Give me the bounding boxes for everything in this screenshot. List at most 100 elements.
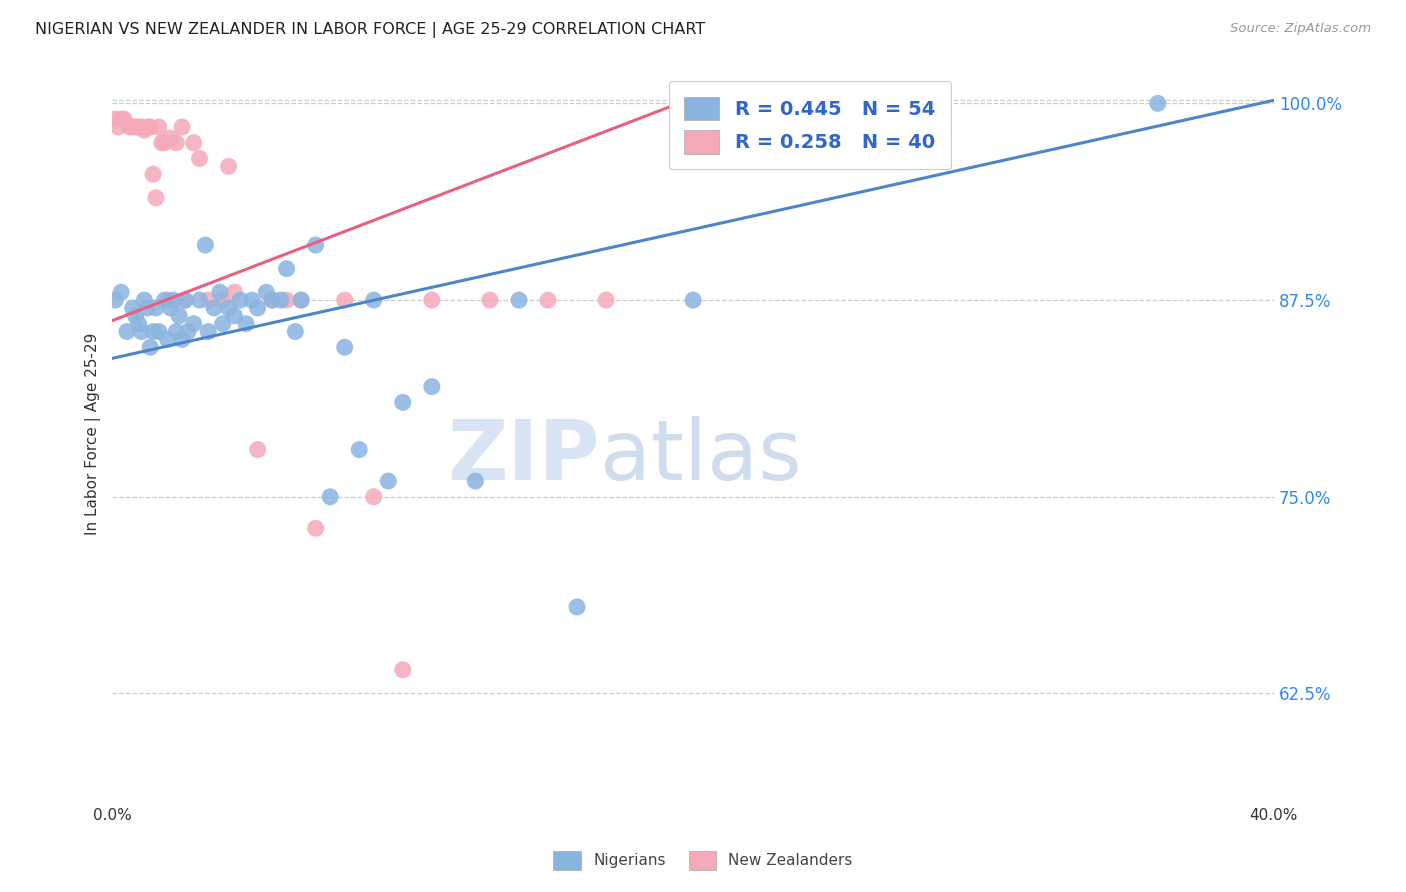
Point bbox=[183, 317, 205, 331]
Point bbox=[246, 301, 269, 315]
Point bbox=[139, 120, 162, 134]
Point bbox=[349, 442, 371, 457]
Point bbox=[159, 301, 181, 315]
Y-axis label: In Labor Force | Age 25-29: In Labor Force | Age 25-29 bbox=[86, 333, 101, 535]
Point bbox=[319, 490, 342, 504]
Point bbox=[262, 293, 284, 307]
Point bbox=[104, 112, 127, 127]
Point bbox=[110, 285, 132, 300]
Point bbox=[156, 333, 179, 347]
Point bbox=[174, 293, 197, 307]
Point bbox=[150, 136, 173, 150]
Point bbox=[134, 293, 156, 307]
Point bbox=[333, 340, 356, 354]
Point bbox=[107, 120, 129, 134]
Point bbox=[211, 317, 233, 331]
Point bbox=[128, 120, 150, 134]
Point bbox=[391, 395, 413, 409]
Point bbox=[131, 325, 153, 339]
Point bbox=[121, 301, 143, 315]
Point bbox=[197, 325, 219, 339]
Point bbox=[115, 325, 138, 339]
Point bbox=[174, 293, 197, 307]
Point bbox=[139, 340, 162, 354]
Point bbox=[537, 293, 560, 307]
Point bbox=[363, 490, 385, 504]
Point bbox=[162, 293, 184, 307]
Text: Source: ZipAtlas.com: Source: ZipAtlas.com bbox=[1230, 22, 1371, 36]
Point bbox=[136, 301, 159, 315]
Point bbox=[124, 309, 146, 323]
Point bbox=[167, 309, 190, 323]
Point bbox=[284, 325, 307, 339]
Point bbox=[104, 293, 127, 307]
Point bbox=[377, 474, 399, 488]
Point bbox=[142, 167, 165, 181]
Point bbox=[148, 325, 170, 339]
Point bbox=[363, 293, 385, 307]
Point bbox=[420, 293, 443, 307]
Point bbox=[246, 442, 269, 457]
Point bbox=[188, 152, 211, 166]
Point bbox=[391, 663, 413, 677]
Point bbox=[131, 120, 153, 134]
Point bbox=[224, 309, 246, 323]
Legend: Nigerians, New Zealanders: Nigerians, New Zealanders bbox=[546, 843, 860, 877]
Text: atlas: atlas bbox=[600, 416, 801, 497]
Point bbox=[110, 112, 132, 127]
Point bbox=[197, 293, 219, 307]
Point bbox=[112, 112, 135, 127]
Text: ZIP: ZIP bbox=[447, 416, 600, 497]
Legend: R = 0.445   N = 54, R = 0.258   N = 40: R = 0.445 N = 54, R = 0.258 N = 40 bbox=[669, 81, 950, 169]
Point bbox=[134, 123, 156, 137]
Point bbox=[177, 325, 200, 339]
Point bbox=[194, 238, 217, 252]
Point bbox=[508, 293, 530, 307]
Point bbox=[240, 293, 263, 307]
Point bbox=[183, 136, 205, 150]
Point bbox=[118, 120, 141, 134]
Point bbox=[128, 317, 150, 331]
Point bbox=[172, 333, 194, 347]
Point bbox=[270, 293, 292, 307]
Point bbox=[165, 136, 187, 150]
Point bbox=[290, 293, 312, 307]
Point bbox=[1146, 96, 1168, 111]
Point bbox=[124, 120, 146, 134]
Point bbox=[172, 120, 194, 134]
Point bbox=[148, 120, 170, 134]
Point bbox=[565, 599, 588, 614]
Point bbox=[595, 293, 617, 307]
Point bbox=[235, 317, 257, 331]
Point bbox=[136, 120, 159, 134]
Point bbox=[262, 293, 284, 307]
Point bbox=[145, 191, 167, 205]
Point bbox=[165, 325, 187, 339]
Point bbox=[142, 325, 165, 339]
Point bbox=[202, 301, 225, 315]
Point bbox=[153, 293, 176, 307]
Point bbox=[464, 474, 486, 488]
Point bbox=[276, 293, 298, 307]
Point bbox=[156, 293, 179, 307]
Point bbox=[188, 293, 211, 307]
Point bbox=[420, 379, 443, 393]
Point bbox=[218, 301, 240, 315]
Point bbox=[153, 136, 176, 150]
Point bbox=[254, 285, 277, 300]
Point bbox=[276, 261, 298, 276]
Text: NIGERIAN VS NEW ZEALANDER IN LABOR FORCE | AGE 25-29 CORRELATION CHART: NIGERIAN VS NEW ZEALANDER IN LABOR FORCE… bbox=[35, 22, 706, 38]
Point bbox=[478, 293, 501, 307]
Point bbox=[305, 238, 328, 252]
Point bbox=[121, 120, 143, 134]
Point bbox=[145, 301, 167, 315]
Point bbox=[224, 285, 246, 300]
Point bbox=[211, 293, 233, 307]
Point bbox=[305, 521, 328, 535]
Point bbox=[159, 131, 181, 145]
Point bbox=[333, 293, 356, 307]
Point bbox=[218, 159, 240, 173]
Point bbox=[290, 293, 312, 307]
Point bbox=[208, 285, 231, 300]
Point bbox=[229, 293, 252, 307]
